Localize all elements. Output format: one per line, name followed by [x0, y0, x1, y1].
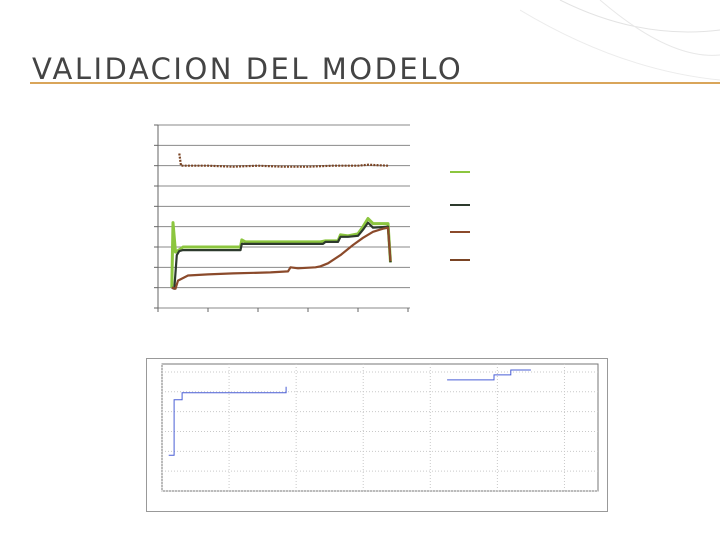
slide-title: VALIDACION DEL MODELO: [32, 52, 464, 86]
decorative-corner-lines: [520, 0, 720, 81]
series-line: [171, 221, 392, 290]
scope-frame: [146, 358, 608, 512]
title-underline: [30, 82, 720, 84]
scope-signal-line: [168, 386, 287, 456]
scope-signal-line: [447, 369, 531, 381]
temperature-line-chart: [154, 124, 470, 312]
series-line: [170, 217, 392, 288]
series-line: [171, 226, 392, 290]
series-line: [178, 153, 389, 168]
scope-plot: [146, 358, 608, 512]
